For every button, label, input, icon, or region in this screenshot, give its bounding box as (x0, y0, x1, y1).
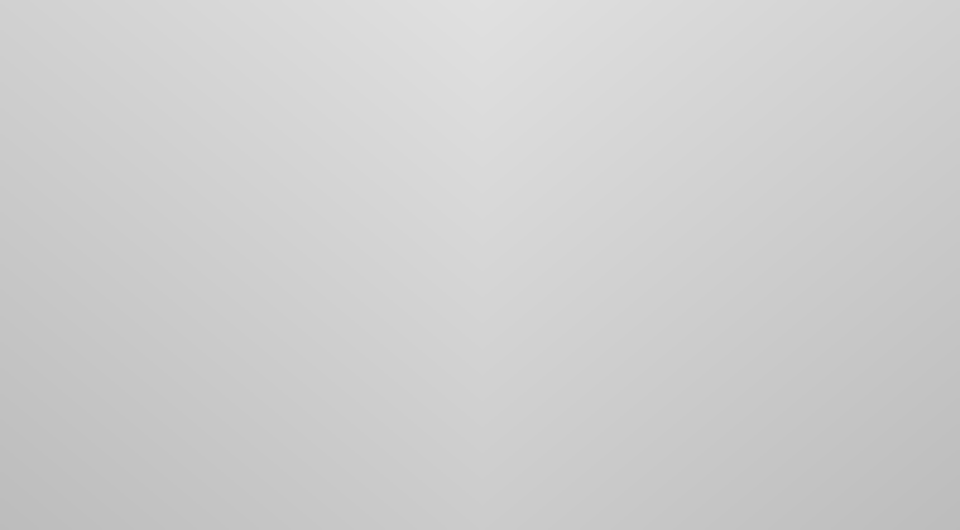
Text: 10 mm: 10 mm (399, 211, 458, 229)
Text: C: C (568, 367, 581, 385)
Text: 10mm: 10mm (466, 211, 518, 229)
Text: B: B (423, 156, 435, 174)
Text: 25mm: 25mm (343, 211, 396, 229)
Text: A: A (364, 156, 375, 174)
Text: 10 km: 10 km (684, 443, 732, 458)
Text: * Determine the average: * Determine the average (172, 282, 416, 302)
Text: C: C (486, 156, 498, 174)
Text: Sol: Sol (180, 409, 213, 429)
Text: A: A (690, 72, 703, 90)
Text: B: B (832, 375, 845, 393)
Text: Rainfall by Thiessen: Rainfall by Thiessen (194, 328, 390, 347)
Text: Station: Station (243, 156, 302, 174)
Text: Rainfall: Rainfall (241, 211, 303, 229)
Text: 10 km: 10 km (860, 225, 876, 273)
